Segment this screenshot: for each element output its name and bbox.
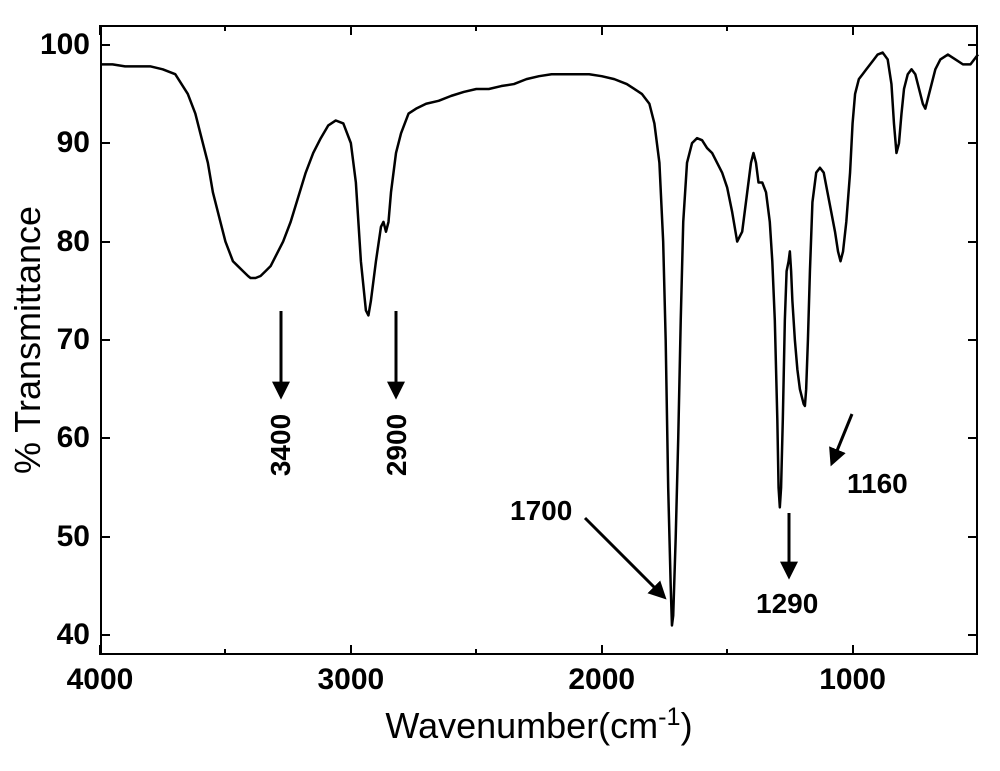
peak-label: 1290 [756,588,818,620]
y-tick-label: 80 [57,225,90,259]
peak-label: 1700 [510,495,572,527]
peak-label: 2900 [381,414,413,476]
ir-spectrum-figure: 4000 3000 2000 1000 40 50 60 70 80 90 100 3400 2900… [0,0,1000,771]
x-tick-label: 1000 [819,663,886,697]
peak-annotations [0,0,1000,771]
y-tick-label: 50 [57,520,90,554]
peak-label: 3400 [265,414,297,476]
y-tick-label: 100 [40,28,90,62]
y-tick-label: 40 [57,618,90,652]
x-tick-label: 2000 [568,663,635,697]
y-tick-label: 90 [57,126,90,160]
x-tick-label: 3000 [317,663,384,697]
y-tick-label: 70 [57,323,90,357]
y-axis-label: % Transmittance [7,206,49,474]
peak-label: 1160 [847,468,908,500]
x-tick-label: 4000 [67,663,134,697]
x-axis-label: Wavenumber(cm-1) [385,703,692,747]
y-tick-label: 60 [57,421,90,455]
